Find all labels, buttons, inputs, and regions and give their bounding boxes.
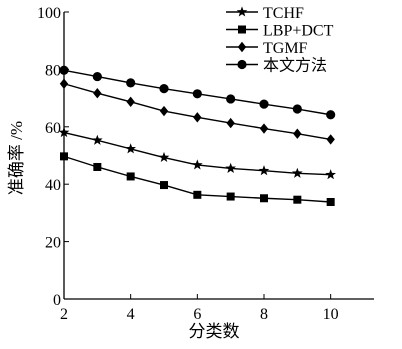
y-tick-label: 20 xyxy=(45,235,61,252)
legend-marker-star xyxy=(236,6,248,17)
data-point-circle xyxy=(259,99,269,109)
y-tick-label: 80 xyxy=(45,62,61,79)
x-tick-label: 8 xyxy=(260,306,268,323)
data-point-square xyxy=(93,162,102,171)
legend-marker-diamond xyxy=(237,41,247,53)
data-point-star xyxy=(58,126,70,138)
data-point-star xyxy=(292,167,303,178)
data-point-circle xyxy=(192,89,202,99)
data-point-square xyxy=(326,197,335,206)
data-point-circle xyxy=(292,104,302,114)
data-point-diamond xyxy=(59,78,69,89)
data-point-diamond xyxy=(293,128,302,139)
data-point-diamond xyxy=(193,112,202,123)
x-tick-label: 2 xyxy=(60,306,68,323)
series-circle xyxy=(59,65,336,120)
data-point-diamond xyxy=(159,105,169,117)
x-tick-label: 10 xyxy=(323,306,339,323)
data-point-square xyxy=(293,195,302,204)
legend-label: TGMF xyxy=(263,40,308,57)
legend-marker-square xyxy=(238,25,246,34)
y-tick-label: 40 xyxy=(45,177,61,194)
legend-item: TCHF xyxy=(226,5,304,22)
data-point-diamond xyxy=(226,117,235,129)
series-square xyxy=(60,152,335,206)
data-point-star xyxy=(92,134,103,145)
data-point-square xyxy=(226,192,235,201)
data-point-star xyxy=(325,169,336,180)
data-point-square xyxy=(126,172,135,181)
data-point-diamond xyxy=(259,123,269,134)
data-point-diamond xyxy=(326,134,335,145)
y-tick-label: 100 xyxy=(37,5,61,22)
x-tick-label: 4 xyxy=(127,306,135,323)
data-point-star xyxy=(125,143,136,154)
legend-item: LBP+DCT xyxy=(226,23,334,40)
x-axis-title: 分类数 xyxy=(189,322,240,341)
y-tick-label: 0 xyxy=(53,292,61,309)
y-tick-label: 60 xyxy=(45,120,61,137)
data-point-square xyxy=(60,152,68,161)
data-point-square xyxy=(160,181,168,190)
series-layer xyxy=(58,65,336,206)
data-point-square xyxy=(193,190,202,199)
series-star xyxy=(58,126,336,180)
ticks: 0 20 40 60 80 100 2 4 6 8 10 xyxy=(37,5,339,323)
legend-label: TCHF xyxy=(263,5,304,22)
data-point-star xyxy=(258,165,270,176)
x-tick-label: 6 xyxy=(193,306,201,323)
legend-label: LBP+DCT xyxy=(263,23,334,40)
legend-item: TGMF xyxy=(226,40,308,57)
legend-item: 本文方法 xyxy=(226,57,327,75)
data-point-square xyxy=(260,194,268,203)
data-point-circle xyxy=(226,94,236,104)
data-point-circle xyxy=(126,78,136,88)
series-diamond xyxy=(59,78,335,145)
data-point-diamond xyxy=(93,88,102,99)
axes xyxy=(63,12,374,300)
data-point-circle xyxy=(326,110,336,120)
data-point-diamond xyxy=(126,96,135,108)
data-point-star xyxy=(225,162,236,173)
data-point-star xyxy=(158,151,170,163)
y-axis-title: 准确率 /% xyxy=(7,121,26,195)
legend-label: 本文方法 xyxy=(263,57,327,75)
data-point-circle xyxy=(59,65,69,75)
data-point-star xyxy=(192,159,203,170)
legend-marker-circle xyxy=(237,59,247,70)
data-point-circle xyxy=(92,71,102,82)
data-point-circle xyxy=(159,84,169,94)
